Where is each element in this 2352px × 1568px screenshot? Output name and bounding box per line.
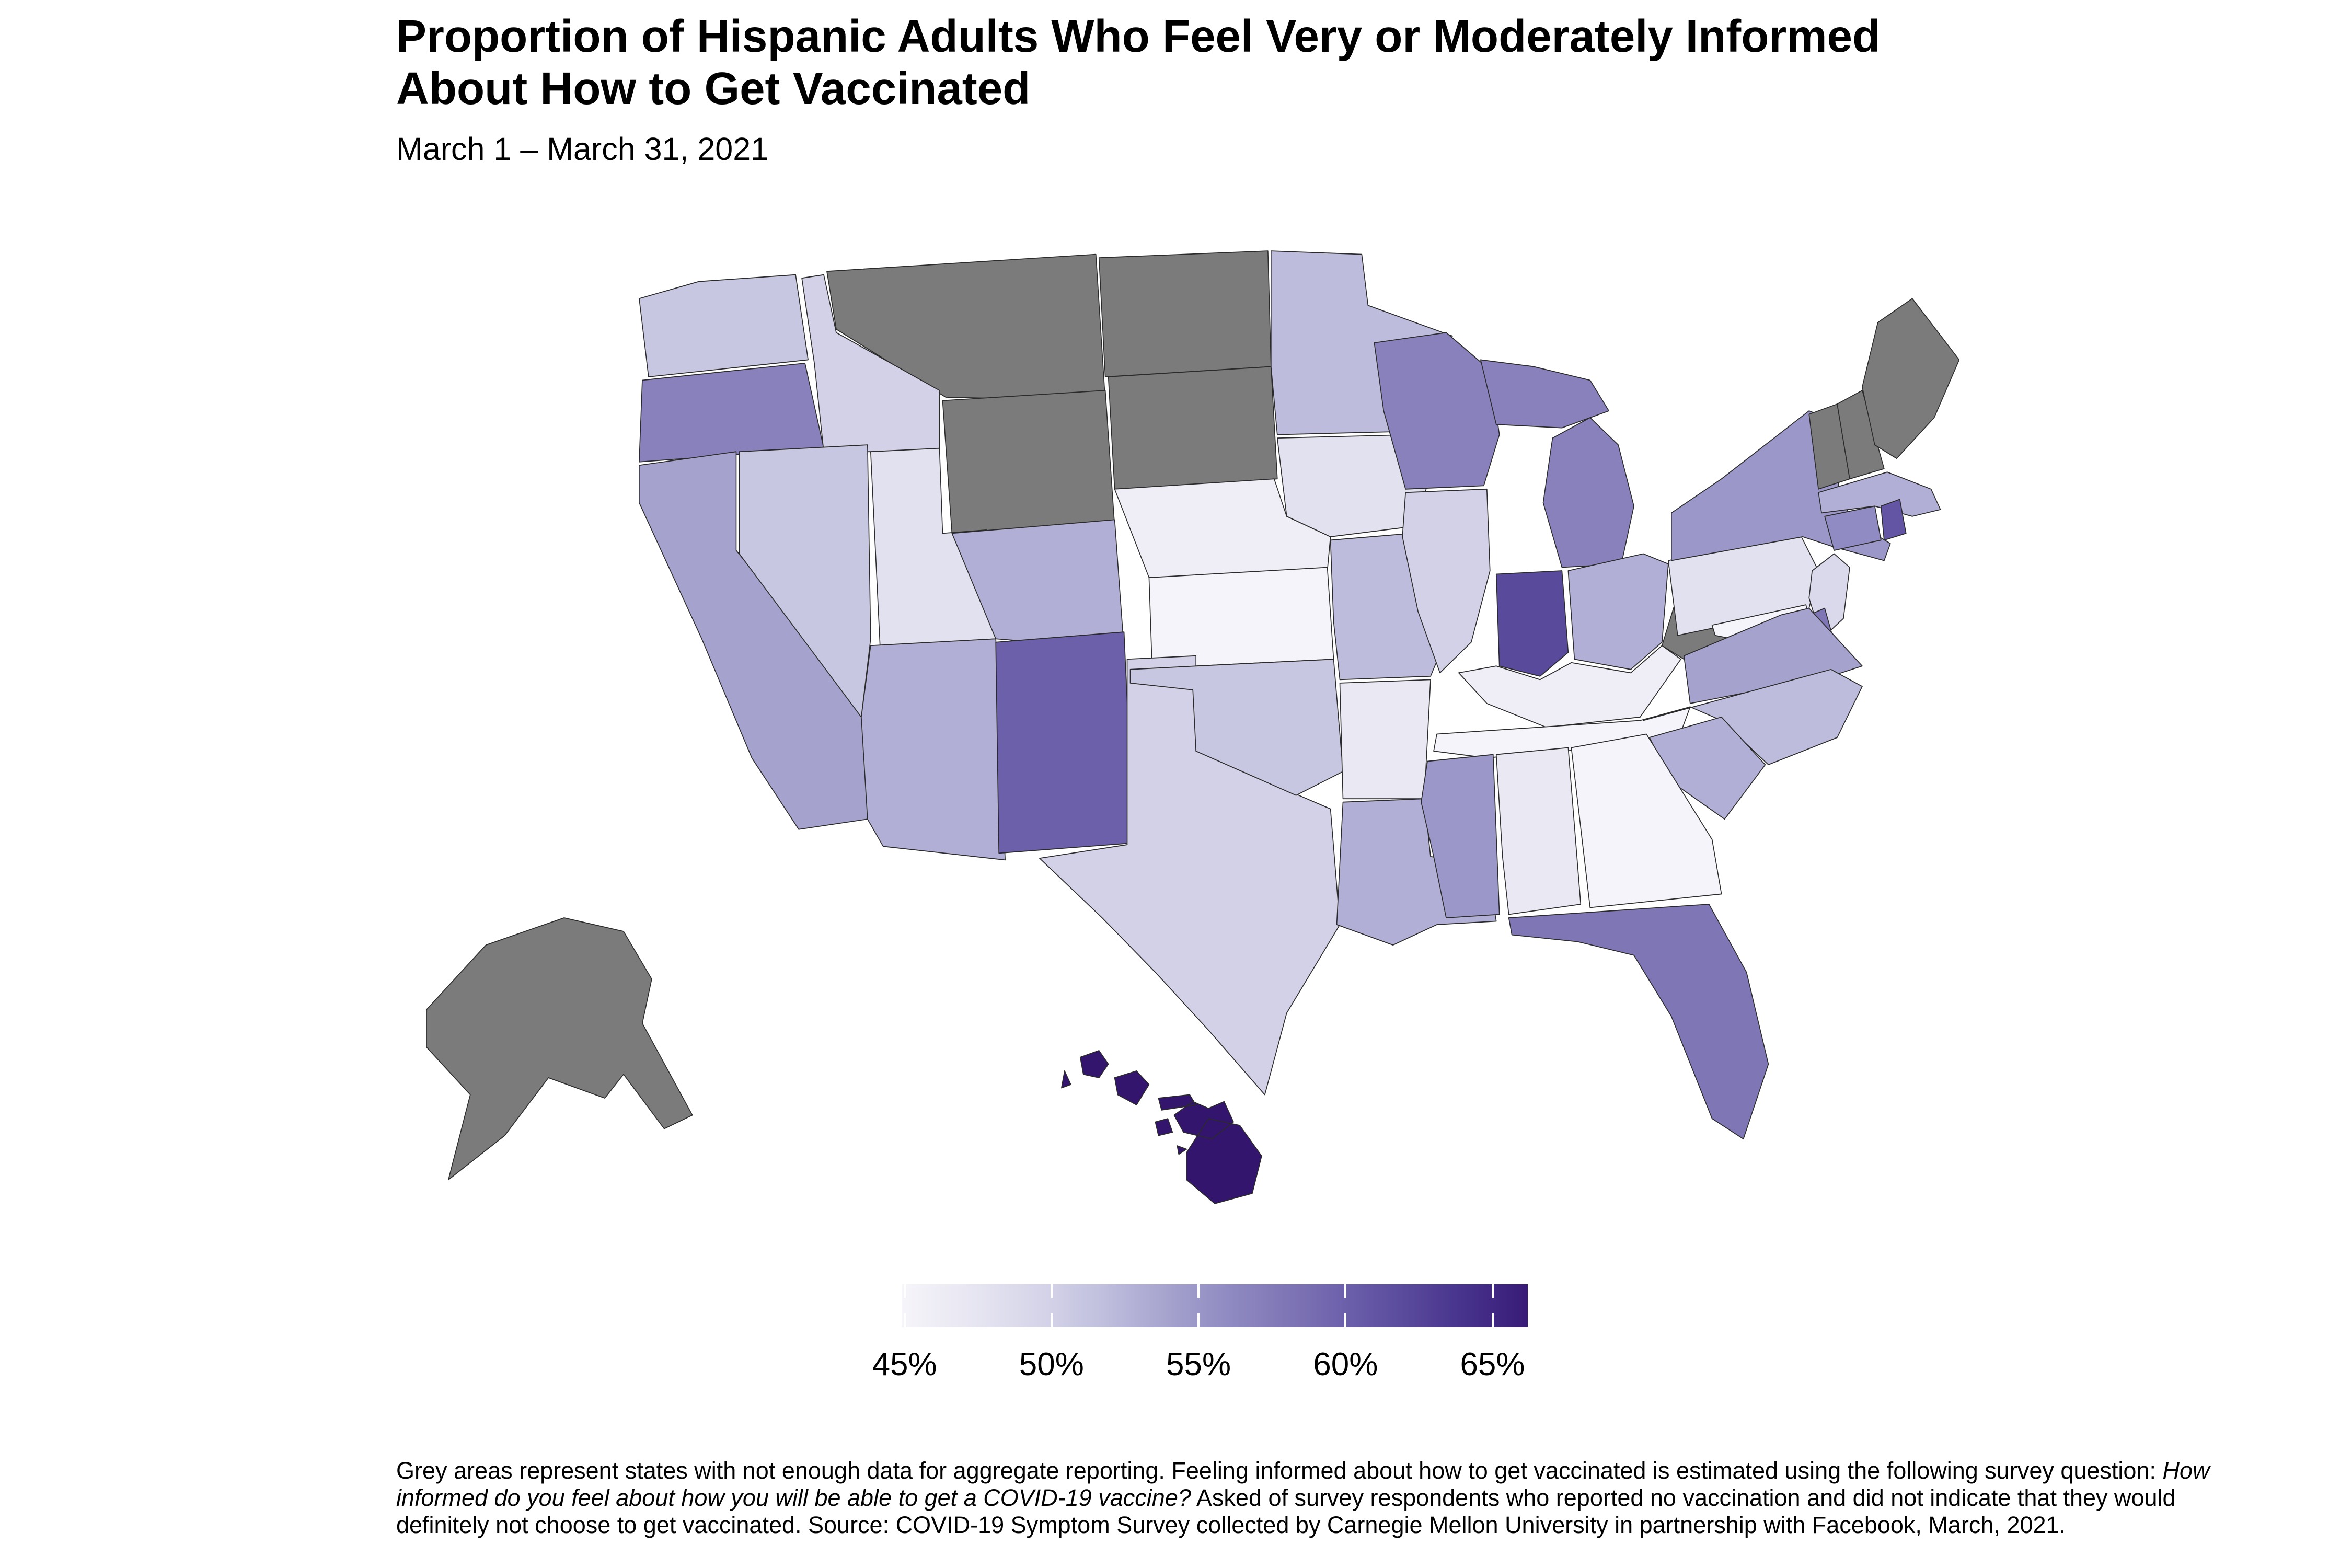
legend-tick-mark: [1050, 1284, 1053, 1298]
chart-subtitle: March 1 – March 31, 2021: [396, 131, 769, 167]
state-ok: [1129, 659, 1344, 796]
legend-tick-label: 65%: [1460, 1346, 1525, 1382]
footnote-text-before: Grey areas represent states with not eno…: [396, 1457, 2163, 1484]
state-nm: [995, 631, 1134, 854]
footnote-survey-question: How informed do you feel about how you w…: [396, 1457, 2210, 1511]
legend-tick-label: 45%: [872, 1346, 937, 1382]
state-mi: [1480, 359, 1634, 568]
state-al: [1495, 747, 1582, 915]
state-wi: [1374, 332, 1500, 490]
us-choropleth-map: [426, 250, 1960, 1204]
legend-tick-mark: [903, 1313, 906, 1327]
chart-title-line1: Proportion of Hispanic Adults Who Feel V…: [396, 11, 1881, 62]
state-nv: [739, 444, 871, 718]
footnote: Grey areas represent states with not eno…: [396, 1457, 2220, 1539]
state-in: [1495, 570, 1569, 677]
legend-gradient-bar: [902, 1284, 1528, 1327]
state-or: [639, 363, 824, 463]
legend-tick-mark: [1344, 1284, 1347, 1298]
state-hi: [1061, 1050, 1262, 1204]
state-ri: [1881, 499, 1907, 541]
state-ky: [1458, 645, 1681, 728]
legend-tick-label: 60%: [1313, 1346, 1378, 1382]
state-nc: [1643, 668, 1863, 765]
state-ks: [1148, 567, 1334, 670]
state-ak: [426, 917, 693, 1181]
state-nd: [1098, 250, 1272, 377]
legend-tick-label: 50%: [1019, 1346, 1084, 1382]
state-ct: [1824, 505, 1882, 551]
legend-tick-mark: [1197, 1313, 1200, 1327]
legend-tick-mark: [903, 1284, 906, 1298]
legend-tick-label: 55%: [1166, 1346, 1231, 1382]
state-wa: [639, 274, 809, 377]
state-az: [861, 638, 1006, 861]
state-ca: [639, 451, 868, 830]
state-id: [801, 274, 940, 453]
color-legend: 45% 50% 55% 60% 65%: [872, 1284, 1528, 1415]
legend-tick-mark: [1344, 1313, 1347, 1327]
state-nh: [1837, 390, 1885, 480]
state-ma: [1818, 471, 1941, 517]
chart-title-line2: About How to Get Vaccinated: [396, 63, 1031, 114]
footnote-text-after: Asked of survey respondents who reported…: [396, 1484, 2176, 1538]
state-va: [1683, 607, 1863, 704]
state-sd: [1108, 366, 1278, 490]
legend-tick-mark: [1491, 1284, 1494, 1298]
state-oh: [1567, 553, 1669, 670]
legend-tick-mark: [1050, 1313, 1053, 1327]
state-ga: [1571, 733, 1722, 908]
legend-tick-mark: [1197, 1284, 1200, 1298]
chart-title: Proportion of Hispanic Adults Who Feel V…: [396, 10, 1880, 115]
legend-tick-mark: [1491, 1313, 1494, 1327]
state-wy: [942, 390, 1115, 534]
legend-labels: 45% 50% 55% 60% 65%: [872, 1346, 1528, 1388]
state-ms: [1421, 754, 1500, 918]
state-me: [1862, 298, 1960, 459]
state-il: [1402, 488, 1491, 674]
state-ar: [1339, 679, 1431, 800]
state-fl: [1508, 904, 1769, 1140]
